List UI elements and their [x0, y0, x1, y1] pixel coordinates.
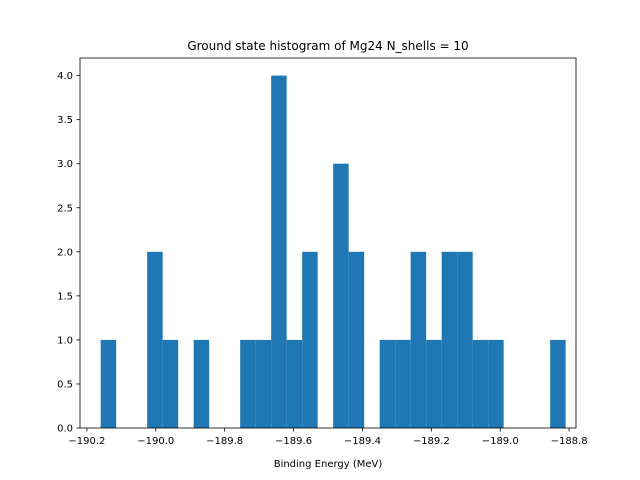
y-tick-label: 2.5 — [57, 203, 73, 214]
histogram-bar — [457, 251, 473, 428]
y-tick-label: 2.0 — [57, 247, 73, 258]
y-tick-label: 3.0 — [57, 159, 73, 170]
histogram-bar — [426, 339, 442, 428]
chart-title: Ground state histogram of Mg24 N_shells … — [187, 39, 468, 53]
x-tick-label: −188.8 — [551, 436, 588, 447]
histogram-bar — [271, 75, 287, 429]
x-tick-label: −190.0 — [137, 436, 174, 447]
y-tick-label: 3.5 — [57, 115, 73, 126]
histogram-bar — [395, 339, 411, 428]
y-tick-label: 0.0 — [57, 424, 73, 435]
x-tick-label: −190.2 — [68, 436, 105, 447]
x-axis-label: Binding Energy (MeV) — [274, 459, 383, 470]
histogram-bar — [100, 339, 117, 428]
x-tick-label: −189.4 — [344, 436, 381, 447]
x-axis-ticks: −190.2 −190.0 −189.8 −189.6 −189.4 −189.2 −189… — [68, 428, 588, 447]
y-tick-label: 4.0 — [57, 71, 73, 82]
histogram-bar — [286, 339, 303, 428]
histogram-bar — [193, 339, 210, 428]
histogram-bar — [379, 339, 396, 428]
y-axis-ticks: 0.0 0.5 1.0 1.5 2.0 2.5 3.0 3.5 4.0 — [57, 71, 80, 435]
x-tick-label: −189.8 — [206, 436, 243, 447]
histogram-bar — [302, 251, 318, 428]
histogram-bar — [147, 251, 163, 428]
histogram-bar — [441, 251, 458, 428]
histogram-bar — [333, 163, 349, 428]
histogram-bar — [255, 339, 272, 428]
y-tick-label: 0.5 — [57, 379, 73, 390]
histogram-bar — [348, 251, 365, 428]
histogram-bar — [410, 251, 427, 428]
histogram-bar — [162, 339, 179, 428]
histogram-bar — [240, 339, 256, 428]
bars-group — [100, 75, 566, 429]
x-tick-label: −189.0 — [482, 436, 519, 447]
histogram-bar — [550, 339, 566, 428]
x-tick-label: −189.6 — [275, 436, 312, 447]
histogram-bar — [488, 339, 504, 428]
axes-frame — [79, 57, 577, 429]
histogram-bar — [472, 339, 489, 428]
x-tick-label: −189.2 — [413, 436, 450, 447]
y-tick-label: 1.0 — [57, 335, 73, 346]
y-tick-label: 1.5 — [57, 291, 73, 302]
